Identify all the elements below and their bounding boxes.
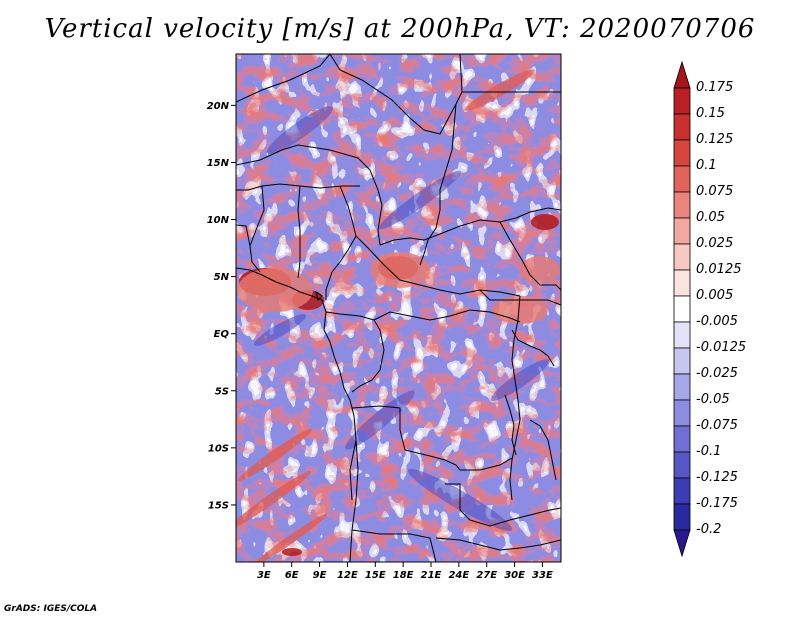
colorbar-segment <box>673 425 691 453</box>
colorbar-label: -0.005 <box>696 314 738 329</box>
velocity-field <box>236 54 561 562</box>
lon-tick-label: 18E <box>393 570 414 581</box>
lon-tick-label: 33E <box>532 570 553 581</box>
lon-tick-label: 24E <box>448 570 469 581</box>
colorbar-label: 0.175 <box>696 80 734 95</box>
lon-tick-label: 9E <box>313 570 327 581</box>
lon-tick-label: 15E <box>365 570 386 581</box>
colorbar-segment <box>673 165 691 193</box>
colorbar-label: -0.075 <box>696 418 738 433</box>
colorbar-label: 0.005 <box>696 288 734 303</box>
colorbar-label: -0.05 <box>696 392 730 407</box>
colorbar-segment <box>673 217 691 245</box>
colorbar-segment <box>673 113 691 141</box>
lon-tick-label: 12E <box>337 570 358 581</box>
colorbar-label: 0.125 <box>696 132 734 147</box>
colorbar-segment <box>673 139 691 167</box>
colorbar-segment <box>673 399 691 427</box>
longitude-axis: 3E 6E 9E 12E 15E 18E 21E 24E 27E 30E 33E <box>257 562 553 581</box>
colorbar <box>673 60 691 558</box>
colorbar-label: 0.0125 <box>696 262 742 277</box>
lat-tick-label: 10N <box>207 215 230 226</box>
grads-credit: GrADS: IGES/COLA <box>4 604 98 614</box>
colorbar-segment <box>673 503 691 531</box>
lat-tick-label: EQ <box>214 329 230 340</box>
lat-tick-label: 10S <box>208 443 229 454</box>
colorbar-label: 0.15 <box>696 106 725 121</box>
map-frame <box>235 53 562 563</box>
colorbar-segment <box>673 477 691 505</box>
lon-tick-label: 30E <box>504 570 525 581</box>
lon-tick-label: 27E <box>476 570 497 581</box>
colorbar-segment <box>673 373 691 401</box>
colorbar-label: -0.175 <box>696 496 738 511</box>
colorbar-label: 0.1 <box>696 158 717 173</box>
colorbar-segment <box>673 347 691 375</box>
colorbar-segment <box>673 87 691 115</box>
colorbar-label: -0.0125 <box>696 340 747 355</box>
colorbar-segment <box>673 243 691 271</box>
colorbar-label: 0.025 <box>696 236 734 251</box>
colorbar-label: -0.125 <box>696 470 738 485</box>
colorbar-segment <box>673 269 691 297</box>
colorbar-label: -0.2 <box>696 522 722 537</box>
lon-tick-label: 3E <box>257 570 271 581</box>
latitude-axis: 20N 15N 10N 5N EQ 5S 10S 15S <box>207 101 236 511</box>
colorbar-label: 0.05 <box>696 210 725 225</box>
colorbar-label: -0.1 <box>696 444 722 459</box>
colorbar-segment <box>673 60 691 89</box>
lon-tick-label: 21E <box>421 570 442 581</box>
lon-tick-label: 6E <box>285 570 299 581</box>
colorbar-label: -0.025 <box>696 366 738 381</box>
lat-tick-label: 15S <box>208 500 229 511</box>
colorbar-segment <box>673 321 691 349</box>
colorbar-segment <box>673 451 691 479</box>
lat-tick-label: 15N <box>207 158 230 169</box>
colorbar-segment <box>673 529 691 558</box>
country-borders <box>236 54 561 562</box>
lat-tick-label: 20N <box>207 101 230 112</box>
lat-tick-label: 5N <box>214 272 230 283</box>
colorbar-segment <box>673 191 691 219</box>
lat-tick-label: 5S <box>215 386 229 397</box>
colorbar-segment <box>673 295 691 323</box>
colorbar-label: 0.075 <box>696 184 734 199</box>
chart-title: Vertical velocity [m/s] at 200hPa, VT: 2… <box>44 14 756 44</box>
